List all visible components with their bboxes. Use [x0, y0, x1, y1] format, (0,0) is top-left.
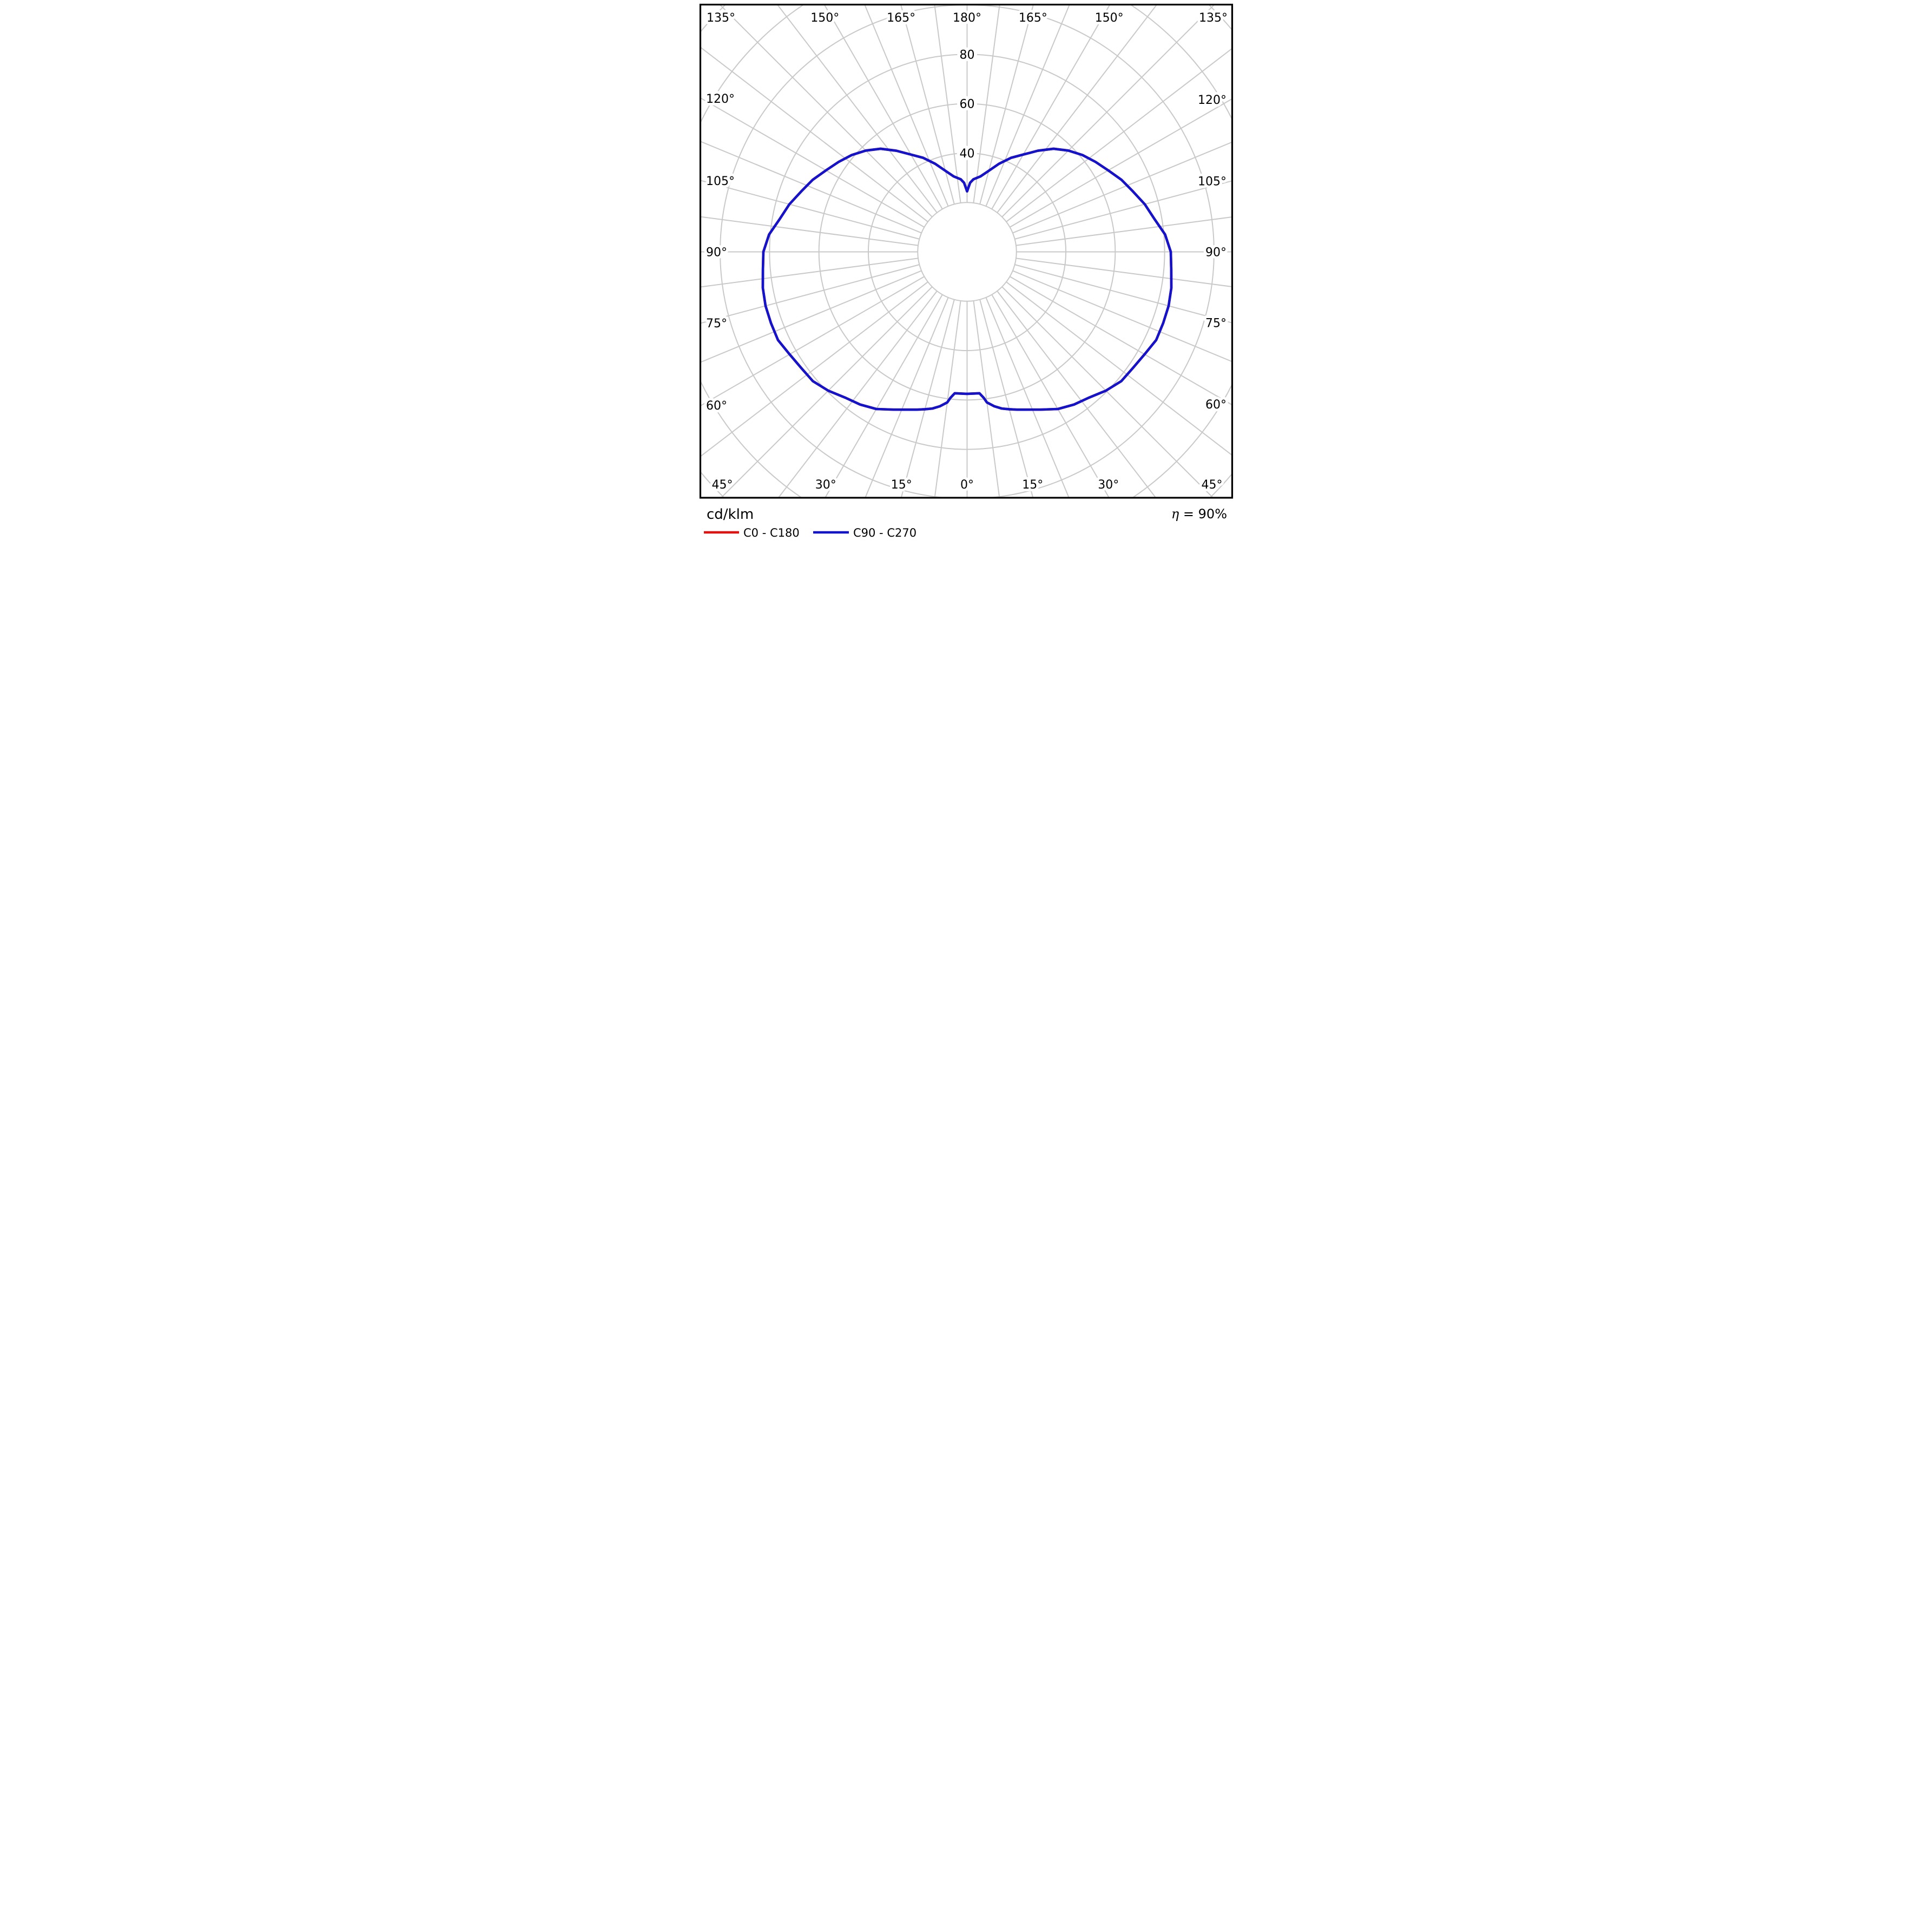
angle-label-45deg-l: 45° — [711, 478, 733, 492]
radial-value-labels: 40 60 80 — [956, 45, 978, 164]
grid-spoke-307.5 — [701, 281, 928, 457]
grid-spoke-262.5 — [701, 216, 918, 246]
grid-ring-20 — [916, 202, 1017, 302]
grid-spoke-82.5 — [1016, 258, 1231, 287]
grid-spoke-37.5 — [996, 291, 1156, 497]
grid-spoke-30 — [991, 294, 1109, 497]
grid-spoke-345 — [900, 299, 955, 497]
angle-label-165deg-r: 165° — [1018, 11, 1047, 25]
polar-grid — [701, 5, 1231, 497]
legend-label-0: C0 - C180 — [743, 526, 800, 539]
grid-spoke-210 — [823, 5, 943, 209]
angle-label-75deg-r: 75° — [1205, 316, 1227, 330]
eta-value: = 90% — [1179, 506, 1227, 522]
grid-spoke-75 — [1014, 264, 1231, 324]
polar-photometric-diagram: 0° 15° 15° 30° 30° 45° 45° 60° 60° 75° 75° 90° 90° 10… — [695, 0, 1237, 541]
grid-spoke-97.5 — [1016, 216, 1231, 246]
grid-spoke-172.5 — [972, 5, 1000, 203]
grid-spoke-150 — [991, 5, 1110, 209]
grid-spoke-202.5 — [864, 5, 948, 207]
unit-label: cd/klm — [707, 506, 754, 523]
grid-spoke-315 — [721, 286, 933, 497]
grid-spoke-7.5 — [972, 300, 1000, 497]
angle-label-180deg-m: 180° — [953, 11, 981, 25]
grid-spoke-247.5 — [701, 141, 922, 234]
angle-label-15deg-l: 15° — [891, 478, 912, 492]
angle-label-105deg-l: 105° — [706, 175, 735, 188]
grid-spoke-105 — [1014, 180, 1231, 240]
grid-spoke-45 — [1001, 286, 1213, 497]
grid-spoke-60 — [1009, 276, 1231, 405]
grid-spoke-120 — [1009, 98, 1231, 228]
grid-spoke-15 — [979, 299, 1033, 497]
grid-spoke-277.5 — [701, 258, 918, 288]
radial-value-label-60: 60 — [959, 98, 974, 111]
angle-label-60deg-l: 60° — [706, 399, 727, 413]
grid-spoke-322.5 — [778, 291, 938, 497]
grid-spoke-300 — [701, 276, 925, 406]
grid-spoke-285 — [701, 264, 920, 324]
grid-spoke-165 — [979, 5, 1034, 205]
polar-chart-svg: 0° 15° 15° 30° 30° 45° 45° 60° 60° 75° 75° 90° 90° 10… — [699, 3, 1233, 539]
grid-spoke-22.5 — [985, 297, 1069, 497]
angle-label-150deg-l: 150° — [810, 11, 839, 25]
legend-label-1: C90 - C270 — [853, 526, 916, 539]
angle-label-105deg-r: 105° — [1198, 175, 1227, 189]
grid-spoke-255 — [701, 180, 920, 240]
grid-spoke-112.5 — [1012, 142, 1231, 234]
grid-spoke-225 — [720, 5, 933, 217]
radial-value-label-80: 80 — [959, 48, 974, 62]
grid-spoke-240 — [701, 97, 925, 228]
eta-symbol: η — [1171, 506, 1179, 522]
angle-label-75deg-l: 75° — [706, 317, 727, 331]
grid-ring-120 — [701, 5, 1231, 497]
legend: C0 - C180 C90 - C270 — [703, 526, 916, 539]
grid-spoke-142.5 — [996, 5, 1157, 213]
angle-label-30deg-l: 30° — [815, 478, 836, 492]
grid-spoke-67.5 — [1012, 270, 1231, 362]
plot-frame — [699, 3, 1233, 499]
grid-spoke-232.5 — [701, 47, 928, 222]
grid-spoke-52.5 — [1005, 281, 1231, 456]
grid-spoke-195 — [900, 5, 955, 205]
radial-value-label-40: 40 — [959, 147, 974, 161]
angle-label-135deg-r: 135° — [1199, 11, 1228, 25]
grid-spoke-352.5 — [934, 300, 961, 497]
angle-label-15deg-r: 15° — [1022, 478, 1043, 492]
angle-labels: 0° 15° 15° 30° 30° 45° 45° 60° 60° 75° 75° 90° 90° 10… — [703, 9, 1230, 494]
grid-spoke-157.5 — [985, 5, 1070, 207]
angle-label-135deg-l: 135° — [707, 11, 735, 25]
angle-label-120deg-r: 120° — [1198, 94, 1227, 107]
angle-label-60deg-r: 60° — [1205, 398, 1227, 412]
grid-spoke-187.5 — [934, 5, 961, 203]
angle-label-90deg-l: 90° — [706, 246, 727, 260]
grid-spoke-337.5 — [865, 297, 948, 497]
angle-label-30deg-r: 30° — [1098, 478, 1119, 492]
curve-c90-c270 — [761, 147, 1172, 411]
angle-label-165deg-l: 165° — [887, 11, 915, 25]
grid-ring-140 — [701, 5, 1231, 497]
grid-spoke-330 — [825, 294, 943, 497]
efficiency-label: η = 90% — [1171, 506, 1227, 522]
grid-spoke-127.5 — [1005, 48, 1231, 222]
angle-label-120deg-l: 120° — [706, 93, 735, 106]
grid-spoke-292.5 — [701, 270, 922, 363]
angle-label-45deg-r: 45° — [1201, 478, 1222, 492]
grid-spoke-135 — [1001, 5, 1214, 217]
grid-spoke-217.5 — [777, 5, 938, 213]
angle-label-0deg-m: 0° — [960, 478, 974, 492]
angle-label-90deg-r: 90° — [1205, 246, 1227, 260]
angle-label-150deg-r: 150° — [1094, 11, 1123, 25]
